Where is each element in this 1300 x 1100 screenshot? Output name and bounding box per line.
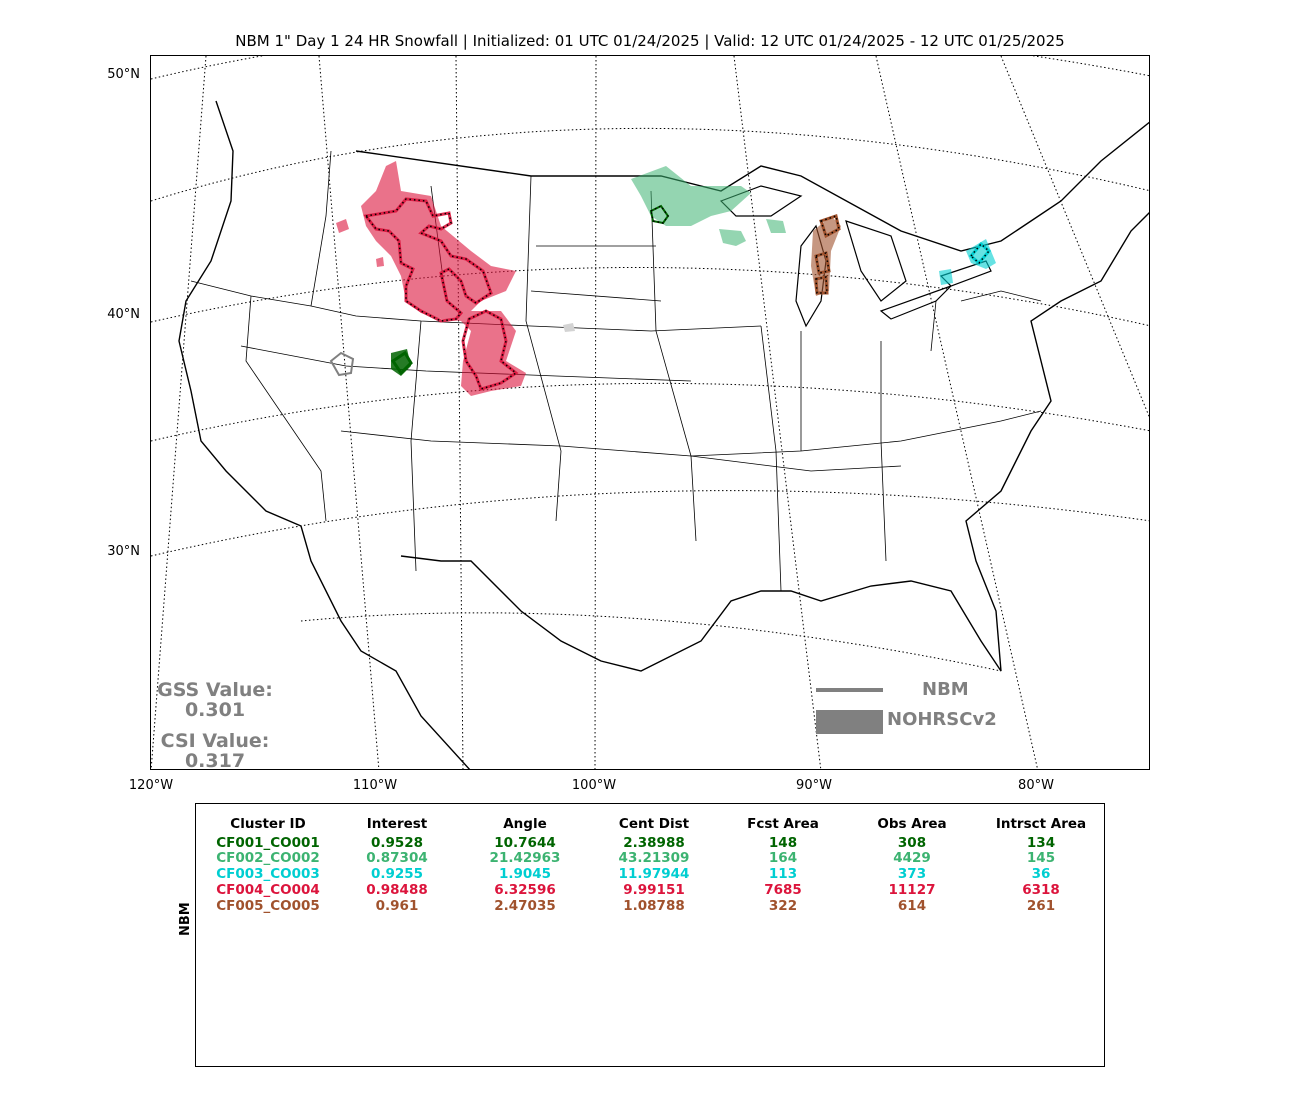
table-cell-r1-c2: 21.42963 [489, 850, 561, 866]
table-cell-r3-c0: CF004_CO004 [216, 882, 320, 898]
table-cell-r4-c5: 614 [897, 898, 927, 914]
table-cell-r4-c6: 261 [1026, 898, 1056, 914]
obs-area-cf004-small [336, 219, 349, 233]
gss-value: 0.301 [184, 699, 246, 721]
lon-line-105w [455, 56, 464, 769]
lon-line-70w [1000, 56, 1149, 418]
table-cell-r4-c0: CF005_CO005 [216, 898, 320, 914]
table-cell-r4-c2: 2.47035 [494, 898, 556, 914]
table-header-5: Obs Area [877, 816, 947, 832]
table-cell-r0-c5: 308 [897, 835, 927, 851]
fcst-outline-unmatched [329, 351, 355, 377]
lat-line-50n [151, 56, 1149, 80]
lon-label-110w: 110°W [352, 778, 398, 793]
table-cell-r3-c4: 7685 [764, 882, 802, 898]
table-cell-r4-c3: 1.08788 [623, 898, 685, 914]
table-cell-r2-c0: CF003_CO003 [216, 866, 320, 882]
table-cell-r4-c4: 322 [768, 898, 798, 914]
table-cell-r2-c4: 113 [768, 866, 798, 882]
obs-area-cf003-small [939, 269, 953, 285]
legend-fill-swatch [816, 710, 883, 734]
table-cell-r0-c0: CF001_CO001 [216, 835, 320, 851]
legend-label-nbm: NBM [922, 679, 969, 700]
table-cell-r1-c6: 145 [1026, 850, 1056, 866]
table-cell-r0-c1: 0.9528 [370, 835, 424, 851]
table-cell-r0-c2: 10.7644 [494, 835, 556, 851]
table-cell-r1-c1: 0.87304 [366, 850, 428, 866]
lon-line-80w [875, 56, 1039, 769]
graticule [151, 56, 1149, 769]
intersection-markers [364, 198, 991, 390]
map-panel [150, 55, 1150, 770]
lat-label-40n: 40°N [107, 307, 140, 322]
legend-label-nohrsc: NOHRSCv2 [887, 709, 997, 730]
lat-line-25n [300, 612, 1002, 672]
table-header-1: Interest [366, 816, 428, 832]
table-cell-r1-c3: 43.21309 [618, 850, 690, 866]
table-cell-r0-c3: 2.38988 [623, 835, 685, 851]
table-cell-r2-c3: 11.97944 [618, 866, 690, 882]
table-cell-r2-c5: 373 [897, 866, 927, 882]
obs-area-unmatched [563, 323, 575, 332]
obs-area-cf004-small2 [376, 257, 384, 267]
obs-area-cf002 [631, 166, 751, 226]
lat-line-30n [151, 490, 1149, 557]
gss-label: GSS Value: [157, 679, 273, 701]
table-cell-r0-c6: 134 [1026, 835, 1056, 851]
lon-line-100w [594, 56, 597, 769]
lat-line-35n [151, 382, 1149, 442]
lon-line-110w [318, 56, 380, 769]
lon-label-90w: 90°W [796, 778, 832, 793]
lon-label-120w: 120°W [128, 778, 174, 793]
lat-label-50n: 50°N [107, 67, 140, 82]
table-side-label: NBM [178, 902, 193, 936]
obs-area-cf002-small2 [766, 219, 786, 233]
table-cell-r1-c0: CF002_CO002 [216, 850, 320, 866]
page-title: NBM 1" Day 1 24 HR Snowfall | Initialize… [235, 32, 1065, 50]
fcst-outline-cf004-north [363, 197, 493, 323]
table-header-0: Cluster ID [230, 816, 306, 832]
lon-label-80w: 80°W [1018, 778, 1054, 793]
table-cell-r3-c3: 9.99151 [623, 882, 685, 898]
table-cell-r3-c5: 11127 [888, 882, 936, 898]
table-cell-r2-c2: 1.9045 [498, 866, 552, 882]
table-header-6: Intrsct Area [995, 816, 1087, 832]
lon-label-100w: 100°W [571, 778, 617, 793]
obs-area-cf002-small [719, 229, 746, 246]
table-cell-r4-c1: 0.961 [375, 898, 419, 914]
conus-map [151, 56, 1149, 769]
csi-label: CSI Value: [160, 730, 270, 752]
state-boundaries [190, 150, 1042, 592]
table-cell-r3-c2: 6.32596 [494, 882, 556, 898]
table-cell-r2-c1: 0.9255 [370, 866, 424, 882]
obs-area-cf003 [966, 239, 996, 269]
table-cell-r3-c1: 0.98488 [366, 882, 428, 898]
lat-label-30n: 30°N [107, 544, 140, 559]
lat-line-40n [151, 267, 1149, 327]
lon-line-90w [733, 56, 822, 769]
table-cell-r1-c5: 4429 [893, 850, 931, 866]
lon-line-120w [151, 56, 207, 769]
observed-areas [336, 161, 996, 396]
table-cell-r1-c4: 164 [768, 850, 798, 866]
csi-value: 0.317 [184, 750, 246, 772]
table-header-4: Fcst Area [747, 816, 819, 832]
fcst-outline-cf001 [390, 350, 413, 376]
table-cell-r3-c6: 6318 [1022, 882, 1060, 898]
cluster-stats-table: Cluster ID Interest Angle Cent Dist Fcst Are… [195, 803, 1105, 1067]
table-header-3: Cent Dist [618, 816, 690, 832]
table-cell-r0-c4: 148 [768, 835, 798, 851]
table-cell-r2-c6: 36 [1031, 866, 1051, 882]
table-header-2: Angle [503, 816, 547, 832]
